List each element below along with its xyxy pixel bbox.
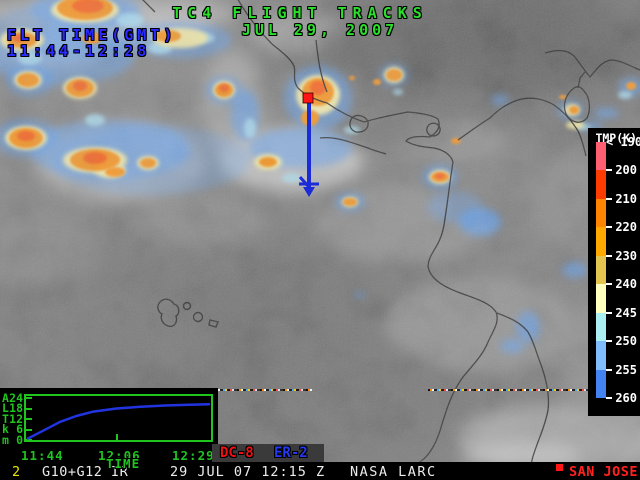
colorbar-segment xyxy=(596,284,606,313)
colorbar-tick-label: 245 xyxy=(606,306,637,320)
alt-axis-label: L 18 xyxy=(2,401,23,415)
colorbar-strip xyxy=(596,142,606,398)
er2-flight-track xyxy=(298,103,319,197)
alt-axis-tick xyxy=(24,397,32,399)
alt-axis-tick xyxy=(24,428,32,431)
colorbar-segment xyxy=(596,198,606,228)
colorbar-segment xyxy=(596,227,606,256)
colorbar-tick-label: 260 xyxy=(606,391,637,405)
colorbar-tick-label: 255 xyxy=(606,363,637,377)
colorbar-title: TMP(K) xyxy=(595,131,637,145)
alt-axis-label: A 24 xyxy=(2,390,23,405)
alt-axis-tick xyxy=(24,439,32,441)
flt-time-label: FLT TIME(GMT) xyxy=(7,26,177,44)
colorbar-tick-label: < 190 xyxy=(606,135,640,149)
alt-axis-tick xyxy=(24,418,32,420)
colorbar-segment xyxy=(596,312,606,342)
scanline-artifact xyxy=(214,389,312,391)
frame-number: 2 xyxy=(12,464,21,480)
time-tick-label: 11:44 xyxy=(21,448,64,463)
colorbar-segment xyxy=(596,170,606,199)
colorbar-tick-label: 210 xyxy=(606,192,637,206)
legend-dc8: DC-8 xyxy=(220,445,254,461)
colorbar-tick-label: 250 xyxy=(606,334,637,348)
flt-time-value: 11:44-12:28 xyxy=(7,42,151,60)
status-bar: 2 G10+G12 IR 29 JUL 07 12:15 Z NASA LARC… xyxy=(0,462,640,480)
colorbar-segment xyxy=(596,255,606,285)
temperature-colorbar-panel: TMP(K) < 190 200 210 220 230 240 245 250 255 260 xyxy=(588,128,640,416)
colorbar-tick-label: 220 xyxy=(606,220,637,234)
station-label: SAN JOSE xyxy=(569,464,639,480)
colorbar-segment xyxy=(596,142,606,171)
colorbar-segment xyxy=(596,341,606,370)
time-tick-label: 12:06 xyxy=(98,448,141,463)
track-arrow-icon xyxy=(303,187,315,197)
scanline-artifact xyxy=(428,389,588,391)
altitude-plot-panel: A 24 L 18 T 12 k 6 m 0 11:44 12:06 12:29 xyxy=(0,388,218,463)
er2-altitude-curve xyxy=(26,402,211,440)
san-jose-marker-icon xyxy=(302,92,314,104)
sensor-product-label: G10+G12 IR xyxy=(42,464,129,480)
x-axis-midtick xyxy=(116,434,118,440)
colorbar-tick-label: 240 xyxy=(606,277,637,291)
colorbar-tick-label: 230 xyxy=(606,249,637,263)
org-label: NASA LARC xyxy=(350,464,437,480)
altitude-curve-chart xyxy=(26,402,211,440)
aircraft-legend: DC-8 ER-2 xyxy=(212,444,324,462)
alt-axis-tick xyxy=(24,407,32,410)
colorbar-segment xyxy=(596,369,606,398)
alt-axis-label: T 12 xyxy=(2,411,23,426)
time-axis-label: TIME xyxy=(106,456,141,471)
legend-er2: ER-2 xyxy=(274,445,308,461)
time-tick-label: 12:29 xyxy=(172,448,215,463)
station-marker-icon xyxy=(556,464,563,471)
colorbar-tick-label: 200 xyxy=(606,163,637,177)
date-label: JUL 29, 2007 xyxy=(241,21,399,39)
datetime-label: 29 JUL 07 12:15 Z xyxy=(170,464,326,480)
page-title: TC4 FLIGHT TRACKS xyxy=(172,4,428,22)
